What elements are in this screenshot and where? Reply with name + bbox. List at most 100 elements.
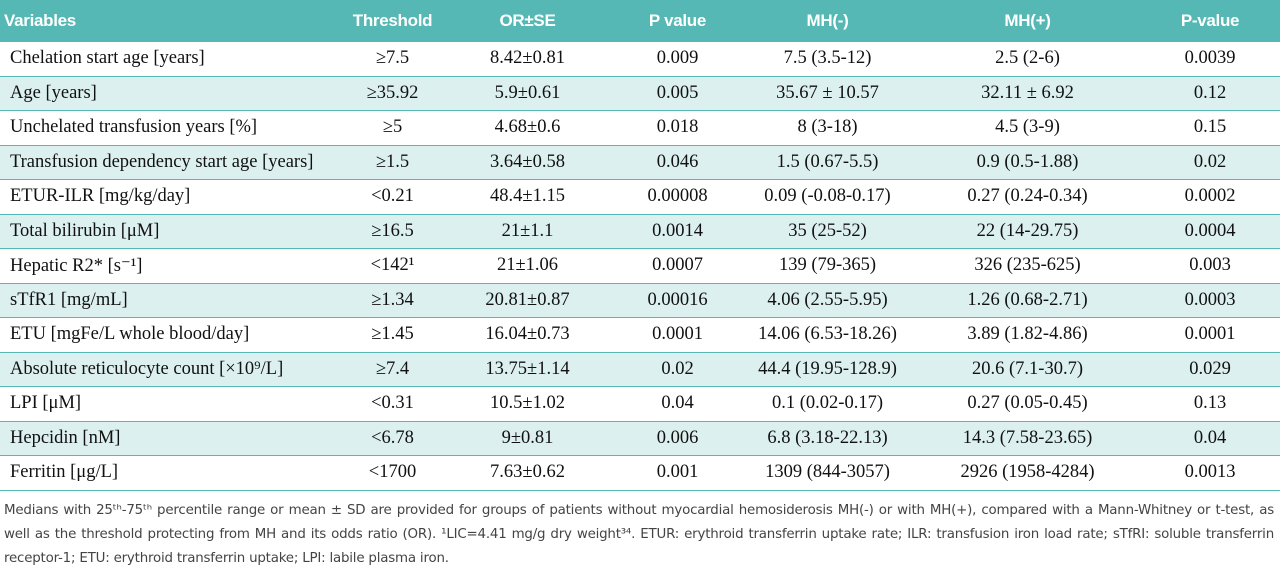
table-cell: 0.0004 [1140,214,1280,249]
table-cell: 22 (14-29.75) [915,214,1140,249]
header-cell: MH(-) [740,0,915,42]
table-cell: Hepatic R2* [s⁻¹] [0,248,345,284]
table-cell: 0.0039 [1140,42,1280,77]
table-cell: 0.13 [1140,386,1280,422]
table-cell: 8 (3-18) [740,110,915,146]
table-row: Ferritin [μg/L] <1700 7.63±0.62 0.001 1309 (… [0,455,1280,491]
table-cell: <142¹ [345,248,440,284]
table-cell: 0.00008 [615,179,740,215]
table-cell: <1700 [345,455,440,491]
header-cell: Variables [0,0,345,42]
table-cell: 1.26 (0.68-2.71) [915,283,1140,318]
table-cell: 16.04±0.73 [440,317,615,353]
table-cell: 21±1.1 [440,214,615,249]
table-cell: ≥16.5 [345,214,440,249]
table-cell: Unchelated transfusion years [%] [0,110,345,146]
table-cell: 0.09 (-0.08-0.17) [740,179,915,215]
table-cell: 0.003 [1140,248,1280,284]
table-cell: Ferritin [μg/L] [0,455,345,491]
table-cell: 2.5 (2-6) [915,42,1140,77]
table-row: Total bilirubin [μM] ≥16.5 21±1.1 0.0014 35 … [0,214,1280,249]
table-cell: ≥7.5 [345,42,440,77]
table-cell: 48.4±1.15 [440,179,615,215]
table-cell: 0.0007 [615,248,740,284]
table-cell: 0.12 [1140,76,1280,111]
table-row: ETU [mgFe/L whole blood/day] ≥1.45 16.04±0… [0,317,1280,353]
table-cell: 35 (25-52) [740,214,915,249]
table-cell: 6.8 (3.18-22.13) [740,421,915,456]
table-cell: 4.68±0.6 [440,110,615,146]
table-row: sTfR1 [mg/mL] ≥1.34 20.81±0.87 0.00016 4.06 … [0,283,1280,318]
table-cell: ≥1.5 [345,145,440,180]
table-cell: 32.11 ± 6.92 [915,76,1140,111]
table-row: Chelation start age [years] ≥7.5 8.42±0.81… [0,42,1280,77]
table-cell: 0.04 [1140,421,1280,456]
table-cell: ≥35.92 [345,76,440,111]
table-cell: 0.1 (0.02-0.17) [740,386,915,422]
table-cell: <0.21 [345,179,440,215]
table-cell: 0.0001 [1140,317,1280,353]
table-cell: 0.27 (0.24-0.34) [915,179,1140,215]
table-cell: Age [years] [0,76,345,111]
table-cell: ≥1.45 [345,317,440,353]
footnote: Medians with 25ᵗʰ-75ᵗʰ percentile range … [4,502,1274,566]
table-row: Transfusion dependency start age [years]… [0,145,1280,180]
table-row: Hepatic R2* [s⁻¹] <142¹ 21±1.06 0.0007 139 (… [0,248,1280,284]
table-cell: LPI [μM] [0,386,345,422]
table-cell: 0.15 [1140,110,1280,146]
header-row: Variables Threshold OR±SE P value MH(-) MH(+)… [0,0,1280,42]
table-cell: ETU [mgFe/L whole blood/day] [0,317,345,353]
data-table: Variables Threshold OR±SE P value MH(-) MH(+)… [0,0,1280,491]
table-cell: Chelation start age [years] [0,42,345,77]
table-cell: ≥7.4 [345,352,440,387]
table-cell: 0.046 [615,145,740,180]
table-row: Absolute reticulocyte count [×10⁹/L] ≥7.4… [0,352,1280,387]
table-cell: 14.06 (6.53-18.26) [740,317,915,353]
table-cell: sTfR1 [mg/mL] [0,283,345,318]
table-cell: 0.00016 [615,283,740,318]
table-row: ETUR-ILR [mg/kg/day] <0.21 48.4±1.15 0.0000… [0,179,1280,215]
table-cell: Absolute reticulocyte count [×10⁹/L] [0,352,345,387]
table-cell: 9±0.81 [440,421,615,456]
table-cell: 0.27 (0.05-0.45) [915,386,1140,422]
header-cell: Threshold [345,0,440,42]
table-cell: 4.06 (2.55-5.95) [740,283,915,318]
table-cell: 0.009 [615,42,740,77]
header-cell: P-value [1140,0,1280,42]
table-row: Hepcidin [nM] <6.78 9±0.81 0.006 6.8 (3.18-2… [0,421,1280,456]
table-cell: 0.0003 [1140,283,1280,318]
table-cell: 1309 (844-3057) [740,455,915,491]
table-cell: 21±1.06 [440,248,615,284]
table-cell: 10.5±1.02 [440,386,615,422]
table-cell: ≥5 [345,110,440,146]
table-cell: 8.42±0.81 [440,42,615,77]
table-cell: 3.89 (1.82-4.86) [915,317,1140,353]
table-cell: Total bilirubin [μM] [0,214,345,249]
table-cell: 13.75±1.14 [440,352,615,387]
table-cell: ≥1.34 [345,283,440,318]
table-cell: 20.81±0.87 [440,283,615,318]
table-cell: 139 (79-365) [740,248,915,284]
table-cell: 326 (235-625) [915,248,1140,284]
table-row: Age [years] ≥35.92 5.9±0.61 0.005 35.67 ± 10… [0,76,1280,111]
table-cell: 4.5 (3-9) [915,110,1140,146]
table-cell: 2926 (1958-4284) [915,455,1140,491]
header-cell: OR±SE [440,0,615,42]
table-cell: Transfusion dependency start age [years] [0,145,345,180]
table-cell: ETUR-ILR [mg/kg/day] [0,179,345,215]
table-cell: 0.02 [615,352,740,387]
table-cell: 7.63±0.62 [440,455,615,491]
table-cell: <0.31 [345,386,440,422]
table-cell: 0.9 (0.5-1.88) [915,145,1140,180]
table-row: LPI [μM] <0.31 10.5±1.02 0.04 0.1 (0.02-0.17… [0,386,1280,422]
table-cell: 20.6 (7.1-30.7) [915,352,1140,387]
table-cell: 0.018 [615,110,740,146]
header-cell: P value [615,0,740,42]
table-cell: 44.4 (19.95-128.9) [740,352,915,387]
table-cell: 0.02 [1140,145,1280,180]
table-cell: 0.029 [1140,352,1280,387]
table-cell: <6.78 [345,421,440,456]
table-cell: 0.005 [615,76,740,111]
table-cell: 0.0001 [615,317,740,353]
